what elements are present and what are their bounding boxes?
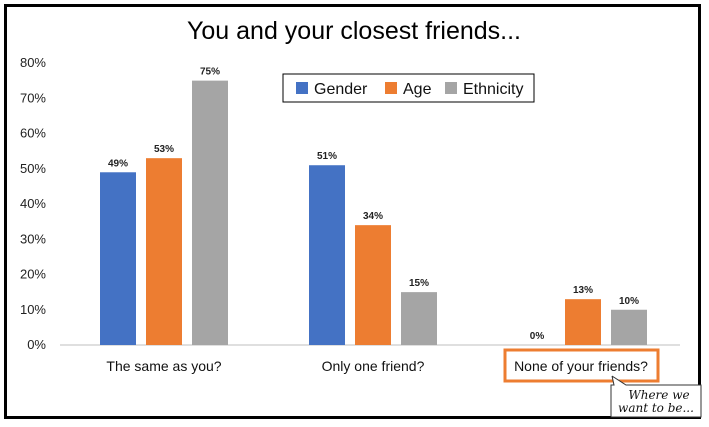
category-labels: The same as you? Only one friend? None of … (106, 358, 648, 374)
y-tick-label: 10% (20, 302, 46, 317)
y-tick-label: 70% (20, 90, 46, 105)
annotation-line1: Where we (628, 388, 689, 402)
category-label: None of your friends? (514, 358, 648, 374)
highlight-box (503, 348, 660, 383)
legend-swatch (445, 82, 457, 94)
legend-label: Age (403, 81, 432, 98)
chart-title: You and your closest friends... (187, 17, 521, 45)
y-axis: 0% 10% 20% 30% 40% 50% 60% 70% 80% (20, 55, 46, 352)
data-label: 0% (530, 331, 545, 342)
bar (611, 309, 647, 345)
legend-label: Ethnicity (463, 81, 523, 98)
data-label: 49% (108, 158, 128, 169)
category-label: The same as you? (106, 358, 221, 374)
data-label: 13% (573, 285, 593, 296)
data-label: 53% (154, 144, 174, 155)
legend-swatch (385, 82, 397, 94)
category-label: Only one friend? (322, 358, 425, 374)
bar (565, 299, 601, 345)
bar (309, 165, 345, 345)
callout-pointer (610, 375, 702, 418)
annotation-line2: want to be... (618, 401, 694, 415)
bar (146, 158, 182, 345)
data-label: 51% (317, 151, 337, 162)
data-label: 34% (363, 211, 383, 222)
y-tick-label: 80% (20, 55, 46, 70)
bar (355, 225, 391, 345)
legend-label: Gender (314, 81, 368, 98)
data-labels: 49% 51% 0% 53% 34% 13% 75% 15% 10% (108, 67, 639, 342)
y-tick-label: 60% (20, 126, 46, 141)
bar (192, 80, 228, 345)
y-tick-label: 0% (27, 337, 46, 352)
y-tick-label: 40% (20, 196, 46, 211)
bar (100, 172, 136, 345)
y-tick-label: 30% (20, 231, 46, 246)
legend: Gender Age Ethnicity (282, 73, 535, 103)
bars (100, 80, 647, 345)
bar (401, 292, 437, 345)
data-label: 10% (619, 296, 639, 307)
y-tick-label: 20% (20, 267, 46, 282)
legend-swatch (296, 82, 308, 94)
annotation-callout: Where we want to be... (610, 375, 702, 418)
y-tick-label: 50% (20, 161, 46, 176)
data-label: 15% (409, 278, 429, 289)
data-label: 75% (200, 67, 220, 78)
legend-box (282, 73, 535, 103)
